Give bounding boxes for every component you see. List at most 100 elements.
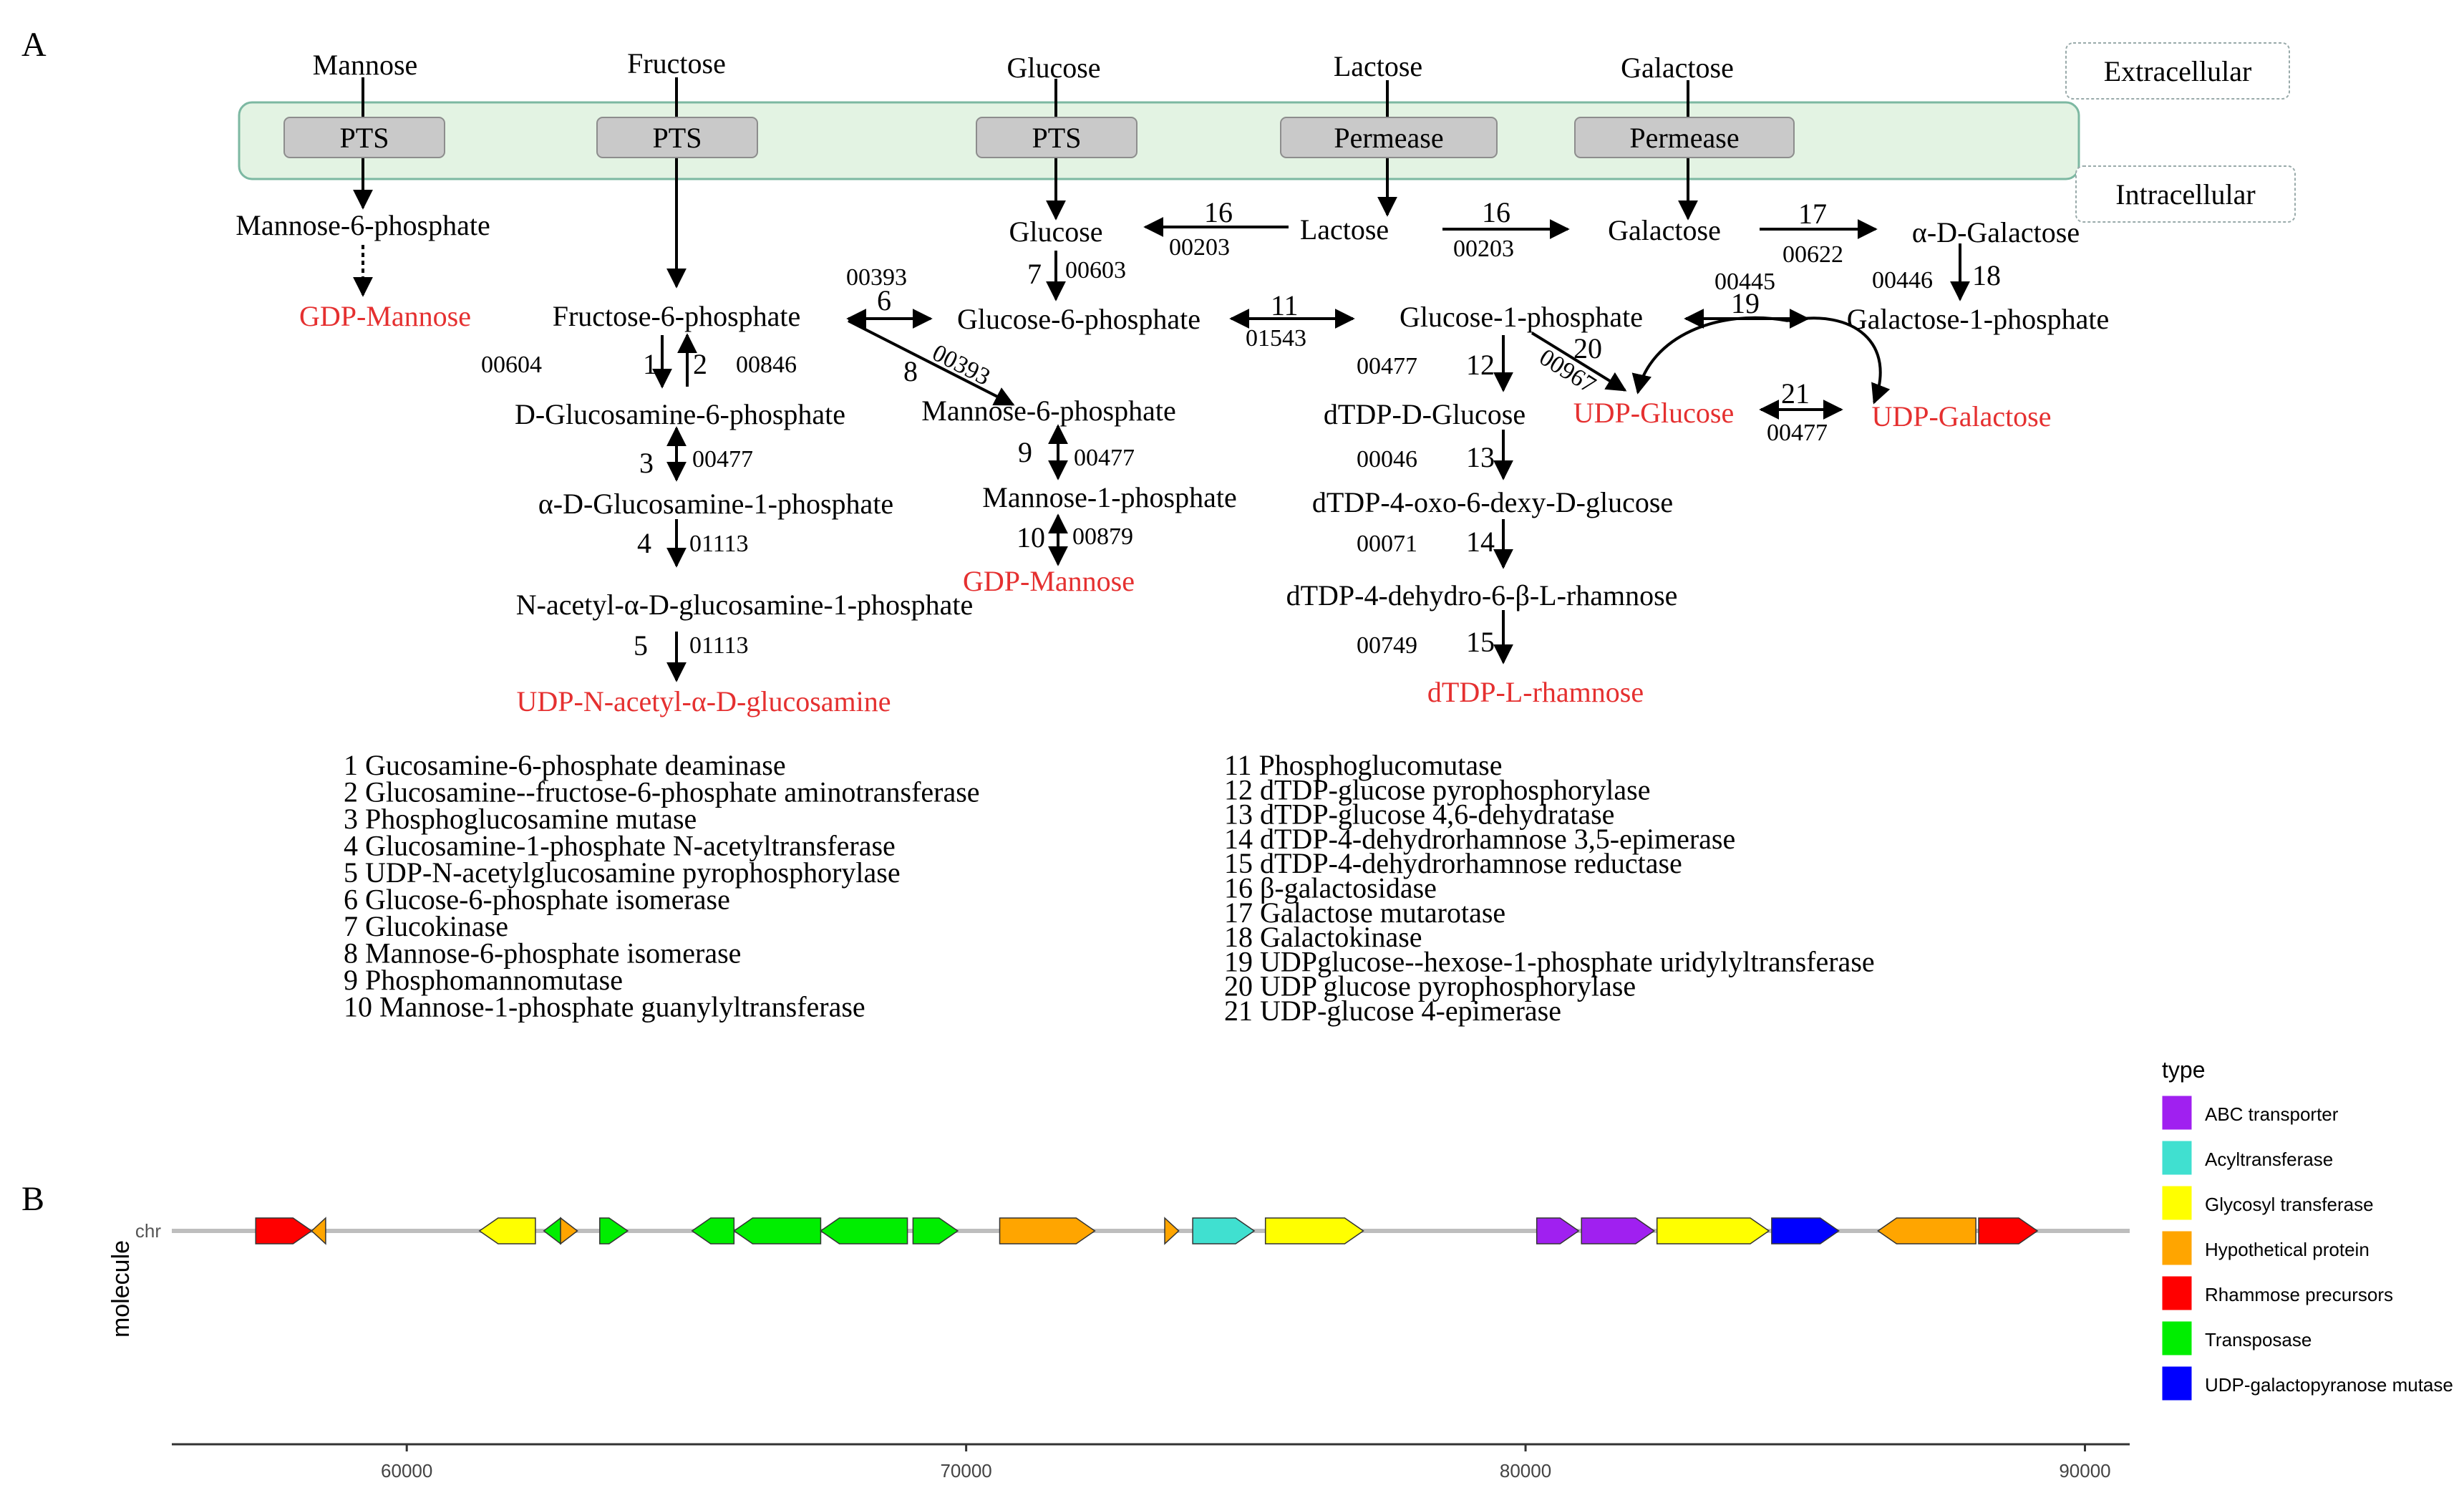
metabolite-man6p-top: Mannose-6-phosphate [236,209,490,241]
svg-text:Permease: Permease [1334,122,1443,154]
step-number: 4 [637,527,651,559]
enzyme-entry: 1 Gucosamine-6-phosphate deaminase [344,749,786,781]
legend-label: Glycosyl transferase [2205,1194,2374,1215]
legend-swatch [2161,1185,2193,1221]
gene-arrow [733,1217,822,1244]
step-code: 00604 [481,352,542,378]
cell-membrane [238,101,2080,180]
step-code: 00879 [1072,523,1133,550]
metabolite-dtdp-rhamnose: dTDP-L-rhamnose [1427,676,1644,708]
enzyme-entry: 2 Glucosamine--fructose-6-phosphate amin… [344,776,980,808]
metabolite-man6p-mid: Mannose-6-phosphate [921,395,1175,427]
extracellular-label: Extracellular [2104,55,2252,87]
sugar-lactose: Lactose [1334,50,1422,82]
svg-text:PTS: PTS [653,122,702,154]
panel-a: A Extracellular Intracellular Mannose Fr… [21,26,2296,1027]
step-number: 14 [1466,526,1495,558]
step-number: 8 [903,355,918,387]
svg-text:Permease: Permease [1629,122,1739,154]
enzyme-entry: 12 dTDP-glucose pyrophosphorylase [1224,773,1650,806]
metabolite-gal1p: Galactose-1-phosphate [1847,303,2110,335]
step-code: 01543 [1246,325,1306,352]
metabolite-dtdp-glucose: dTDP-D-Glucose [1324,398,1526,430]
metabolite-galactose-in: Galactose [1608,214,1721,246]
gene-arrow [912,1217,959,1244]
step-number: 19 [1731,287,1760,319]
pathway-arrows [353,217,1970,682]
step-code: 00445 [1714,269,1775,295]
gene-arrow [543,1217,561,1245]
step-number: 1 [643,348,657,380]
transporter-pts-mannose: PTS [283,117,445,158]
legend-title: type [2162,1057,2205,1083]
gene-arrow [1192,1217,1256,1244]
gene-arrow [1264,1217,1364,1244]
y-axis-label: molecule [107,1240,135,1338]
sugar-mannose: Mannose [313,49,418,81]
legend: type ABC transporter Acyltransferase Glyco… [2161,1057,2453,1401]
step-code: 01113 [689,531,748,557]
transporter-pts-fructose: PTS [596,117,758,158]
gene-arrow [691,1217,735,1244]
panel-a-label: A [21,26,47,64]
gene-arrow [560,1217,578,1245]
metabolite-udp-galactose: UDP-Galactose [1871,400,2051,432]
intracellular-label: Intracellular [2115,178,2255,211]
step-code: 00071 [1357,531,1417,557]
metabolite-glc6p: Glucose-6-phosphate [957,303,1201,335]
enzyme-entry: 7 Glucokinase [344,910,508,942]
gene-arrow [478,1217,536,1244]
svg-text:PTS: PTS [340,122,389,154]
step-number: 13 [1466,441,1495,473]
enzyme-entry: 21 UDP-glucose 4-epimerase [1224,995,1561,1027]
metabolite-glcn1p: α-D-Glucosamine-1-phosphate [538,488,893,520]
step-code: 00203 [1453,236,1514,262]
legend-swatch [2161,1275,2193,1311]
metabolite-gdp-mannose-mid: GDP-Mannose [963,565,1135,597]
enzyme-entry: 4 Glucosamine-1-phosphate N-acetyltransf… [344,830,896,862]
step-number: 11 [1271,289,1299,322]
intracellular-box: Intracellular [2075,165,2296,223]
x-tick-label: 80000 [1500,1460,1551,1482]
step-code: 00477 [692,446,753,473]
step-code: 00393 [846,264,907,291]
step-code: 00477 [1357,353,1417,380]
step-number: 18 [1972,259,2001,291]
metabolite-man1p: Mannose-1-phosphate [982,481,1236,513]
sugar-glucose: Glucose [1007,52,1100,84]
step-code: 00477 [1767,420,1828,446]
step-number: 3 [639,447,654,479]
step-number: 17 [1798,198,1827,230]
legend-label: UDP-galactopyranose mutase [2205,1374,2453,1396]
gene-arrow [1978,1217,2039,1244]
step-code: 00603 [1065,257,1126,284]
legend-swatch [2161,1230,2193,1266]
track-label: chr [135,1220,161,1242]
transporter-pts-glucose: PTS [976,117,1138,158]
metabolite-glc1p: Glucose-1-phosphate [1400,301,1643,333]
metabolite-udp-glucose: UDP-Glucose [1573,397,1734,429]
gene-arrow [1877,1217,1976,1244]
svg-text:PTS: PTS [1032,122,1082,154]
gene-arrow [999,1217,1096,1244]
step-code: 00203 [1169,234,1230,261]
metabolite-glucose-in: Glucose [1009,216,1102,248]
legend-label: Rhammose precursors [2205,1284,2393,1305]
step-number: 2 [693,348,707,380]
enzyme-entry: 17 Galactose mutarotase [1224,896,1505,929]
sugar-fructose: Fructose [627,47,726,79]
enzyme-entry: 5 UDP-N-acetylglucosamine pyrophosphoryl… [344,856,901,889]
legend-label: Acyltransferase [2205,1149,2333,1170]
step-number: 16 [1482,196,1510,228]
gene-arrow [311,1217,326,1245]
enzyme-entry: 13 dTDP-glucose 4,6-dehydratase [1224,798,1614,831]
step-number: 15 [1466,626,1495,658]
gene-track [255,1217,2039,1245]
x-axis-ticks: 60000 70000 80000 90000 [381,1444,2111,1482]
step-number: 16 [1204,196,1233,228]
metabolite-dtdp-oxo: dTDP-4-oxo-6-dexy-D-glucose [1312,486,1673,518]
step-number: 21 [1781,377,1810,410]
step-code: 00477 [1074,445,1135,471]
legend-label: Hypothetical protein [2205,1239,2370,1260]
